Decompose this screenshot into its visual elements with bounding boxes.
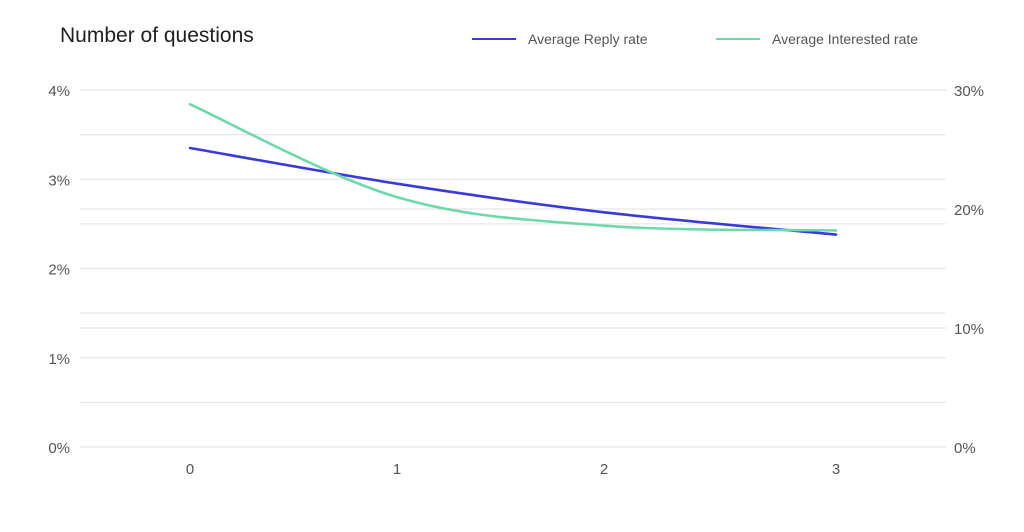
x-axis-tick-label: 3 [832, 461, 840, 478]
left-axis-tick-label: 4% [48, 83, 70, 100]
chart-title: Number of questions [60, 24, 254, 47]
right-axis-tick-label: 10% [954, 321, 984, 338]
legend-swatch-interested [716, 38, 760, 40]
left-axis-tick-label: 3% [48, 172, 70, 189]
left-axis-tick-label: 0% [48, 440, 70, 457]
legend-item-interested-rate: Average Interested rate [716, 31, 918, 47]
left-axis-tick-label: 1% [48, 351, 70, 368]
left-axis-tick-label: 2% [48, 262, 70, 279]
x-axis-tick-label: 1 [393, 461, 401, 478]
right-axis-tick-label: 20% [954, 202, 984, 219]
legend-label-interested-rate: Average Interested rate [772, 31, 919, 47]
series-line-reply-rate [188, 146, 838, 236]
legend-swatch-reply [472, 38, 516, 40]
right-axis-tick-label: 0% [954, 440, 976, 457]
legend-item-reply-rate: Average Reply rate [472, 31, 648, 47]
right-axis-tick-label: 30% [954, 83, 984, 100]
x-axis-tick-label: 0 [186, 461, 194, 478]
legend-label-reply-rate: Average Reply rate [528, 31, 648, 47]
series-line-interested-rate [188, 102, 838, 232]
x-axis-tick-label: 2 [600, 461, 608, 478]
